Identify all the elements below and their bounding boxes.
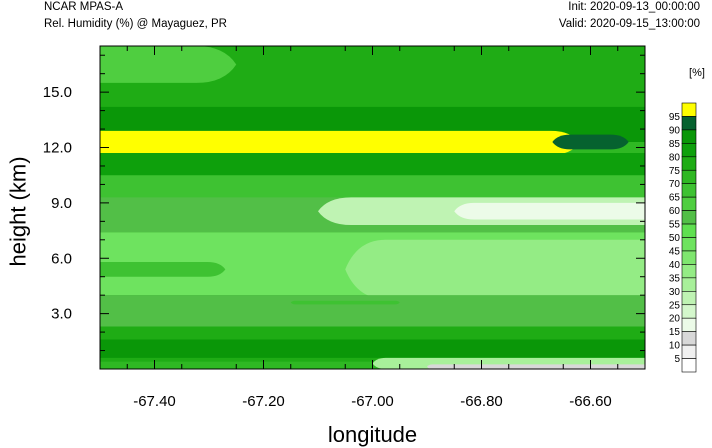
x-axis-title: longitude <box>328 422 417 447</box>
colorbar-swatch <box>681 169 697 184</box>
x-tick-label: -67.00 <box>351 393 394 410</box>
colorbar-swatch <box>681 344 697 359</box>
x-tick-label: -67.40 <box>133 393 176 410</box>
rh-layer-5 <box>100 153 645 178</box>
colorbar-level-label: 90 <box>669 125 681 136</box>
y-tick-label: 3.0 <box>51 306 72 323</box>
colorbar-level-label: 45 <box>669 246 681 257</box>
y-axis: 3.0 6.0 9.0 12.0 15.0 <box>43 54 645 352</box>
colorbar-swatch <box>681 102 697 117</box>
colorbar-swatch <box>681 264 697 279</box>
rh-layer-0 <box>100 46 645 111</box>
colorbar-swatch <box>681 143 697 158</box>
field-title: Rel. Humidity (%) @ Mayaguez, PR <box>44 18 227 30</box>
rh-layer-11 <box>100 261 226 277</box>
colorbar-level-label: 15 <box>669 327 681 338</box>
colorbar-swatch <box>681 331 697 346</box>
colorbar-swatch <box>681 290 697 306</box>
rh-layer-1 <box>100 46 237 83</box>
rh-contour-fill <box>100 46 645 369</box>
x-tick-label: -66.60 <box>569 393 612 410</box>
colorbar-level-label: 30 <box>669 287 681 298</box>
colorbar-swatch <box>681 304 697 319</box>
colorbar-level-label: 80 <box>669 152 681 163</box>
colorbar-swatch <box>681 183 697 198</box>
rh-layer-4 <box>552 134 629 150</box>
colorbar-level-label: 20 <box>669 314 681 325</box>
y-tick-label: 6.0 <box>51 250 72 267</box>
colorbar-swatch <box>681 317 697 332</box>
colorbar-level-label: 60 <box>669 206 681 217</box>
rh-layer-9 <box>454 202 645 220</box>
colorbar-level-label: 5 <box>674 354 680 365</box>
y-tick-label: 9.0 <box>51 195 72 212</box>
colorbar-swatch <box>681 210 697 225</box>
y-tick-label: 12.0 <box>43 140 72 157</box>
colorbar-swatch <box>681 129 697 144</box>
y-axis-title: height (km) <box>6 156 31 266</box>
valid-time: Valid: 2020-09-15_13:00:00 <box>558 18 700 30</box>
rh-layer-3 <box>100 130 580 155</box>
rh-layer-13 <box>100 295 645 329</box>
colorbar-swatch <box>681 156 697 171</box>
x-tick-label: -67.20 <box>242 393 285 410</box>
colorbar-swatch <box>681 116 697 131</box>
colorbar-swatch <box>681 358 697 373</box>
colorbar-level-label: 50 <box>669 233 681 244</box>
y-tick-label: 15.0 <box>43 84 72 101</box>
colorbar-level-label: 70 <box>669 179 681 190</box>
colorbar-swatch <box>681 196 697 211</box>
colorbar-level-label: 85 <box>669 139 681 150</box>
colorbar-level-label: 40 <box>669 260 681 271</box>
model-name: NCAR MPAS-A <box>44 1 124 13</box>
colorbar-swatch <box>681 250 697 265</box>
init-time: Init: 2020-09-13_00:00:00 <box>568 1 700 13</box>
colorbar-level-label: 10 <box>669 341 681 352</box>
rh-layer-14 <box>290 300 400 305</box>
rh-layer-6 <box>100 175 645 200</box>
rh-layer-16 <box>100 339 645 358</box>
x-tick-label: -66.80 <box>460 393 503 410</box>
colorbar-level-label: 25 <box>669 300 681 311</box>
x-axis: -67.40 -67.20 -67.00 -66.80 -66.60 <box>126 46 619 410</box>
rh-layer-18 <box>427 364 645 369</box>
rh-layer-12 <box>345 239 645 299</box>
colorbar-level-label: 75 <box>669 166 681 177</box>
colorbar-swatch <box>681 223 697 238</box>
colorbar-level-label: 65 <box>669 193 681 204</box>
colorbar-level-label: 55 <box>669 220 681 231</box>
colorbar-level-label: 95 <box>669 112 681 123</box>
colorbar: 5 10 15 20 25 30 35 40 45 50 55 60 65 70 75 80 85 90 95 <box>669 102 697 373</box>
colorbar-unit: [%] <box>689 67 705 79</box>
colorbar-swatch <box>681 237 697 252</box>
colorbar-swatch <box>681 277 697 292</box>
colorbar-level-label: 35 <box>669 273 681 284</box>
